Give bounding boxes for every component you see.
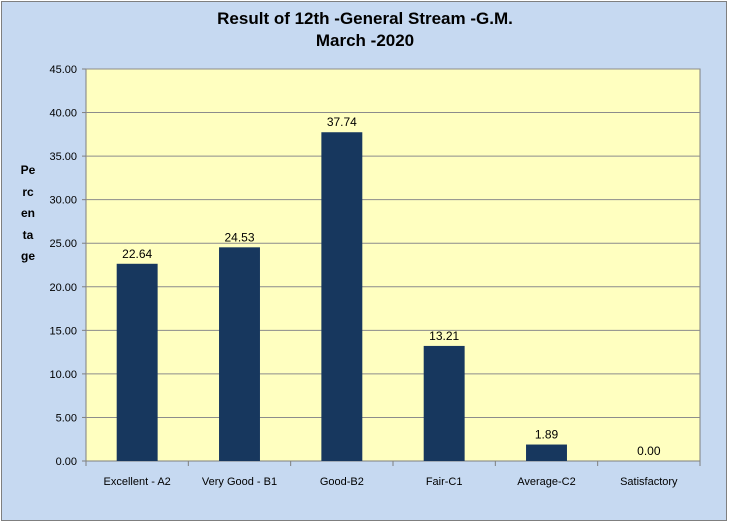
- data-label: 24.53: [224, 230, 254, 244]
- x-tick-label: Good-B2: [320, 476, 364, 488]
- bar: [219, 247, 260, 461]
- y-tick-label: 45.00: [49, 64, 77, 76]
- y-tick-label: 20.00: [49, 282, 77, 294]
- plot-background: [85, 68, 701, 462]
- bar: [116, 263, 158, 461]
- x-tick-label: Fair-C1: [426, 476, 463, 488]
- data-label: 1.89: [535, 428, 559, 442]
- chart-title-line-1: Result of 12th -General Stream -G.M.: [217, 9, 513, 28]
- chart-title-line-2: March -2020: [315, 31, 415, 50]
- data-label: 13.21: [429, 329, 459, 343]
- y-tick-label: 40.00: [49, 108, 77, 120]
- y-tick-label: 5.00: [56, 412, 77, 424]
- y-tick-label: 35.00: [49, 151, 77, 163]
- x-tick-label: Excellent - A2: [104, 476, 171, 488]
- bar: [526, 444, 567, 461]
- y-tick-label: 0.00: [56, 456, 77, 468]
- y-tick-label: 30.00: [49, 195, 77, 207]
- y-tick-label: 25.00: [49, 238, 77, 250]
- data-label: 37.74: [327, 115, 357, 129]
- x-tick-label: Satisfactory: [620, 476, 678, 488]
- bar: [321, 132, 363, 461]
- bar: [423, 345, 465, 461]
- data-label: 22.64: [122, 247, 152, 261]
- x-tick-label: Average-C2: [517, 476, 576, 488]
- y-axis-label: Percentage: [20, 163, 36, 263]
- x-tick-label: Very Good - B1: [202, 476, 277, 488]
- y-tick-label: 10.00: [49, 369, 77, 381]
- y-tick-label: 15.00: [49, 325, 77, 337]
- chart-title: Result of 12th -General Stream -G.M. Mar…: [0, 8, 730, 52]
- data-label: 0.00: [637, 444, 661, 458]
